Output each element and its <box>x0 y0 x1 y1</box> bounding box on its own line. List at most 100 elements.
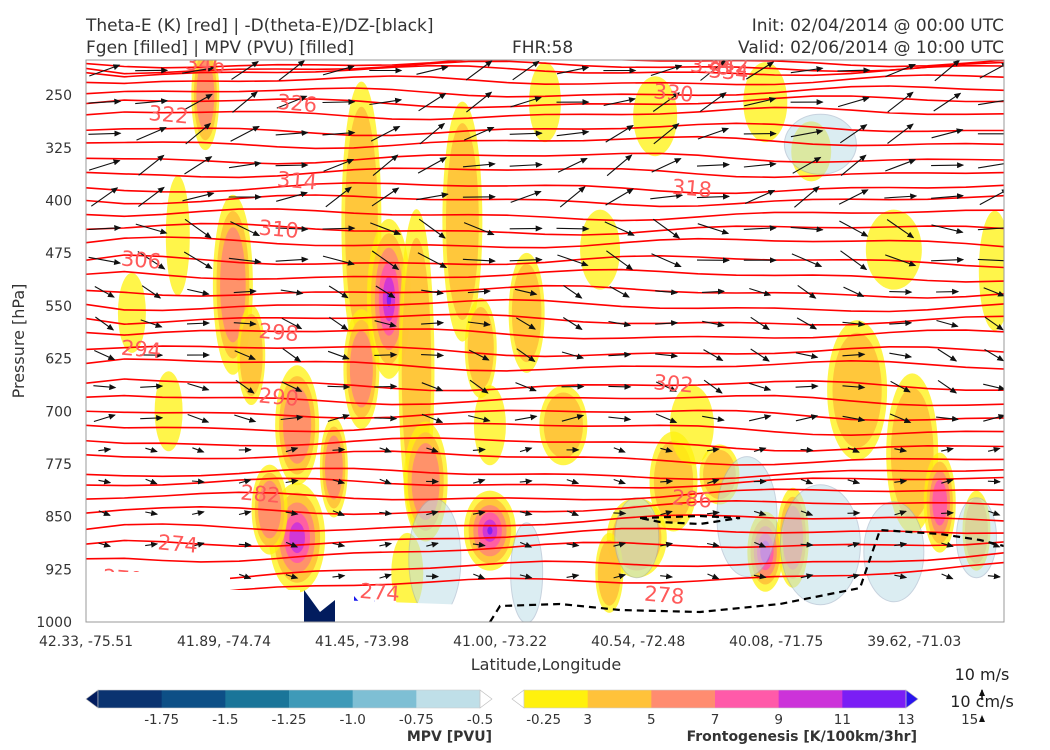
theta-e-contour <box>86 167 1004 179</box>
wind-vector <box>750 348 770 362</box>
wind-vector <box>281 317 303 330</box>
y-tick-label: 925 <box>45 562 72 578</box>
quiver-key-arrowhead <box>979 715 985 722</box>
theta-e-contour <box>86 194 1004 208</box>
wind-vector <box>983 414 1004 422</box>
wind-vector <box>183 93 213 111</box>
wind-vector <box>468 349 490 361</box>
colorbar-tick-label: -0.75 <box>399 712 434 728</box>
wind-vector <box>750 316 770 331</box>
wind-vector <box>606 154 633 177</box>
frontogenesis-cell <box>743 62 788 143</box>
mpv-region <box>408 498 462 620</box>
wind-vector <box>278 60 306 81</box>
wind-vector <box>140 383 164 390</box>
wind-vector <box>707 478 720 485</box>
colorbar-extend-low <box>85 689 99 709</box>
colorbar-extend-low <box>511 689 525 709</box>
colorbar-tick-label: -1.25 <box>272 712 307 728</box>
wind-vector <box>472 446 486 453</box>
colorbar-tick-label: -1.0 <box>339 712 365 728</box>
wind-vector <box>323 158 355 172</box>
theta-e-contour <box>86 95 1004 109</box>
wind-vector <box>603 97 636 107</box>
wind-vector <box>743 225 777 232</box>
colorbar-segment <box>289 690 354 708</box>
wind-vector <box>519 573 533 580</box>
colorbar-tick-label: -1.75 <box>144 712 179 728</box>
wind-vector <box>561 414 585 422</box>
wind-vector <box>655 289 679 296</box>
wind-vector <box>88 225 122 232</box>
wind-vector <box>426 447 439 453</box>
wind-vector <box>285 478 299 485</box>
valid-time: Valid: 02/06/2014 @ 10:00 UTC <box>738 38 1004 58</box>
wind-vector <box>332 478 346 485</box>
wind-vector <box>837 96 870 108</box>
theta-e-contour-label: 330 <box>653 79 695 106</box>
wind-vector <box>187 288 210 296</box>
wind-vector <box>88 130 122 137</box>
wind-vector <box>186 320 210 327</box>
wind-vector <box>941 510 955 517</box>
y-tick-label: 700 <box>45 404 72 420</box>
wind-vector <box>840 154 867 177</box>
wind-vector <box>754 541 767 548</box>
wind-vector <box>795 352 819 360</box>
wind-vector <box>322 98 356 105</box>
frontogenesis-cell <box>445 123 479 320</box>
colorbar-segment <box>161 690 226 708</box>
wind-vector <box>512 60 540 81</box>
wind-vector <box>749 382 772 392</box>
wind-vector <box>566 510 580 516</box>
wind-vector <box>987 573 1001 580</box>
colorbar-frame <box>97 689 481 709</box>
wind-vector <box>894 510 907 516</box>
wind-vector <box>145 541 159 548</box>
wind-vector <box>700 60 727 81</box>
wind-vector <box>660 510 673 516</box>
y-tick-label: 250 <box>45 88 72 104</box>
wind-vector <box>697 223 730 235</box>
wind-vector <box>230 125 260 142</box>
wind-vector <box>561 351 585 360</box>
wind-vector <box>426 573 440 580</box>
wind-vector <box>931 193 964 200</box>
wind-vector <box>984 348 1004 362</box>
wind-vector <box>462 257 496 264</box>
frontogenesis-cell <box>580 209 621 290</box>
theta-e-contour <box>86 60 1004 75</box>
wind-vector <box>703 379 723 394</box>
wind-vector <box>933 92 962 112</box>
wind-vector <box>192 447 205 453</box>
wind-vector <box>707 573 720 580</box>
wind-vector <box>650 192 684 200</box>
wind-vector <box>322 255 355 266</box>
wind-vector <box>98 510 111 516</box>
x-tick-label: 40.54, -72.48 <box>591 634 685 650</box>
wind-vector-layer <box>88 60 1004 580</box>
theta-e-contour <box>86 152 1004 165</box>
wind-vector <box>145 447 158 453</box>
wind-vector <box>88 159 121 171</box>
colorbar-segment <box>352 690 417 708</box>
theta-e-contour <box>86 208 1004 222</box>
wind-vector <box>894 541 908 548</box>
y-tick-label: 400 <box>45 194 72 210</box>
mpv-colorbar: -1.75 -1.5 -1.25 -1.0 -0.75 -0.5 -0.25 <box>85 689 561 728</box>
wind-vector <box>88 256 122 265</box>
wind-vector <box>472 541 486 548</box>
wind-vector <box>795 383 819 390</box>
wind-vector <box>796 317 818 330</box>
wind-vector <box>145 478 158 485</box>
wind-vector <box>794 186 820 208</box>
theta-e-contour <box>86 313 1004 326</box>
wind-vector <box>416 192 449 201</box>
wind-vector <box>889 352 913 359</box>
wind-vector <box>885 63 917 78</box>
wind-vector <box>327 350 350 360</box>
wind-vector <box>936 319 959 328</box>
wind-vector <box>977 257 1004 264</box>
wind-vector <box>468 415 491 423</box>
theta-e-contour <box>86 476 1004 489</box>
